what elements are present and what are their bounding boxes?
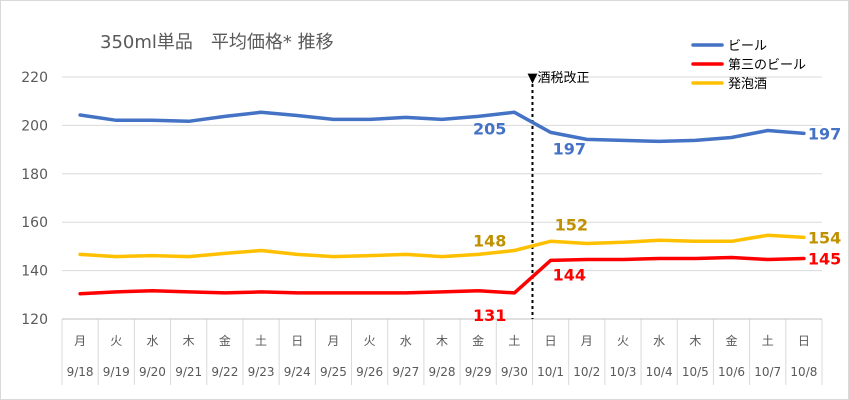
x-tick-date: 9/25 xyxy=(320,365,347,379)
axes: 120 140 160 180 200 220 月 火 水 木 金 土 日 月 火 水 木 金 土 日 月 火 水 木 金 土 日 9… xyxy=(21,70,822,379)
x-tick-weekday: 水 xyxy=(146,334,158,348)
x-tick-weekday: 水 xyxy=(653,334,665,348)
x-tick-weekday: 土 xyxy=(508,334,520,348)
legend-label-1: 第三のビール xyxy=(728,58,806,73)
x-tick-weekday: 金 xyxy=(472,333,484,348)
x-tick-date: 9/28 xyxy=(429,365,456,379)
x-tick-weekday: 木 xyxy=(689,334,701,348)
annotation-layer: ▼酒税改正 xyxy=(527,71,589,319)
y-tick-label: 140 xyxy=(21,264,48,280)
x-tick-weekday: 火 xyxy=(617,334,629,348)
x-tick-weekday: 金 xyxy=(219,333,231,348)
x-tick-weekday: 月 xyxy=(74,334,86,348)
x-tick-weekday: 土 xyxy=(762,334,774,348)
data-label: 152 xyxy=(555,215,588,234)
series-layer xyxy=(78,110,806,296)
x-tick-date: 9/19 xyxy=(103,365,130,379)
x-tick-date: 9/23 xyxy=(248,365,275,379)
data-label: 145 xyxy=(808,250,841,269)
data-label: 197 xyxy=(553,139,586,158)
y-tick-label: 120 xyxy=(21,312,48,328)
x-tick-weekday: 木 xyxy=(183,334,195,348)
series-line-0 xyxy=(78,110,806,144)
x-tick-date: 9/29 xyxy=(465,365,492,379)
x-tick-date: 10/1 xyxy=(537,365,564,379)
x-tick-weekday: 土 xyxy=(255,334,267,348)
x-tick-date: 9/21 xyxy=(175,365,202,379)
gridlines xyxy=(61,76,823,385)
data-label: 154 xyxy=(808,228,841,247)
data-label: 131 xyxy=(473,306,506,325)
x-tick-date: 9/30 xyxy=(501,365,528,379)
x-tick-date: 9/27 xyxy=(392,365,419,379)
y-tick-label: 220 xyxy=(21,70,48,86)
data-label: 148 xyxy=(473,232,506,251)
x-tick-date: 10/5 xyxy=(682,365,709,379)
data-label: 144 xyxy=(553,265,586,284)
x-tick-date: 10/4 xyxy=(646,365,673,379)
x-tick-date: 9/22 xyxy=(211,365,238,379)
x-tick-weekday: 日 xyxy=(798,334,810,348)
x-tick-weekday: 火 xyxy=(364,334,376,348)
x-tick-date: 9/20 xyxy=(139,365,166,379)
x-tick-date: 10/7 xyxy=(754,365,781,379)
x-tick-weekday: 火 xyxy=(110,334,122,348)
x-tick-weekday: 日 xyxy=(291,334,303,348)
legend-label-2: 発泡酒 xyxy=(728,77,767,92)
x-tick-weekday: 木 xyxy=(436,334,448,348)
x-tick-date: 9/26 xyxy=(356,365,383,379)
x-tick-weekday: 月 xyxy=(327,334,339,348)
x-tick-date: 10/6 xyxy=(718,365,745,379)
x-tick-date: 10/3 xyxy=(609,365,636,379)
y-tick-label: 160 xyxy=(21,215,48,231)
data-label: 197 xyxy=(808,124,841,143)
chart-title: 350ml単品 平均価格* 推移 xyxy=(100,32,334,53)
y-tick-label: 200 xyxy=(21,118,48,134)
data-labels: 205 197 197 131 144 145 148 152 154 xyxy=(473,119,841,325)
x-tick-date: 9/24 xyxy=(284,365,311,379)
x-tick-weekday: 水 xyxy=(400,334,412,348)
y-tick-label: 180 xyxy=(21,167,48,183)
x-tick-weekday: 月 xyxy=(581,334,593,348)
x-tick-weekday: 日 xyxy=(545,334,557,348)
data-label: 205 xyxy=(473,119,506,138)
x-tick-date: 9/18 xyxy=(67,365,94,379)
x-tick-date: 10/2 xyxy=(573,365,600,379)
series-line-2 xyxy=(78,233,806,259)
legend-label-0: ビール xyxy=(728,39,767,54)
series-line-1 xyxy=(78,255,806,296)
x-tick-date: 10/8 xyxy=(790,365,817,379)
tax-reform-label: ▼酒税改正 xyxy=(527,71,589,86)
x-tick-weekday: 金 xyxy=(726,333,738,348)
